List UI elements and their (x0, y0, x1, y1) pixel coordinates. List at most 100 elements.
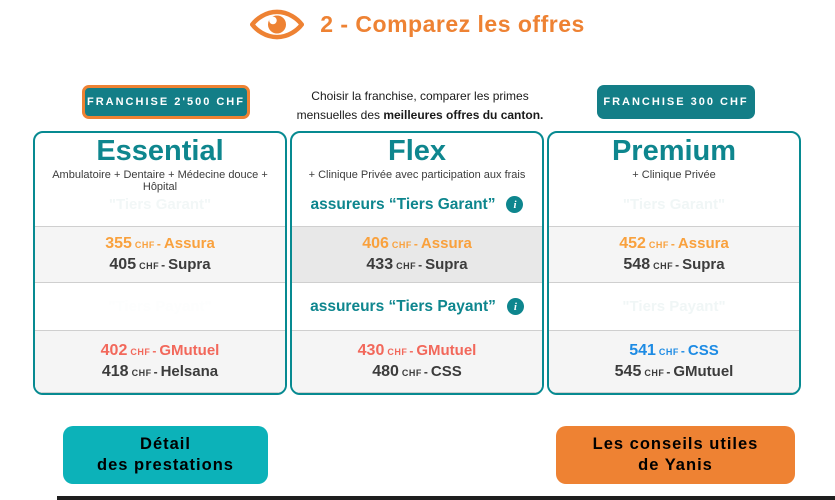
offer-separator: - (409, 343, 414, 358)
offer-separator: - (680, 343, 685, 358)
offer-line: 545 CHF - GMutuel (615, 362, 734, 383)
offer-insurer: Supra (168, 255, 211, 273)
conseils-button-line1: Les conseils utiles (592, 434, 759, 453)
offer-line: 452 CHF - Assura (619, 234, 729, 255)
offer-insurer: GMutuel (159, 341, 220, 359)
tiers-garant-offers: 355 CHF - Assura 405 CHF - Supra (35, 226, 285, 283)
plan-subtitle: + Clinique Privée (632, 169, 716, 181)
plan-cards: Essential Ambulatoire + Dentaire + Médec… (33, 131, 801, 395)
offer-price: 452 (619, 234, 646, 252)
offer-price: 406 (362, 234, 389, 252)
plan-subtitle: Ambulatoire + Dentaire + Médecine douce … (52, 169, 268, 193)
page-header: 2 - Comparez les offres (0, 8, 835, 41)
offer-price: 355 (105, 234, 132, 252)
offer-line: 548 CHF - Supra (623, 255, 724, 276)
offer-currency: CHF (653, 260, 674, 271)
tiers-payant-ghost-label: "Tiers Payant" (108, 298, 212, 315)
offer-separator: - (418, 257, 423, 272)
offer-price: 545 (614, 362, 642, 380)
offer-separator: - (153, 364, 158, 379)
offer-line: 405 CHF - Supra (109, 255, 210, 276)
plan-title: Flex (387, 135, 447, 167)
info-icon[interactable]: i (506, 196, 524, 213)
offer-price: 430 (357, 341, 385, 359)
offer-price: 405 (109, 255, 137, 273)
plan-subtitle: + Clinique Privée avec participation aux… (308, 169, 526, 181)
offer-currency: CHF (387, 346, 408, 357)
offer-currency: CHF (658, 346, 679, 357)
offer-price: 418 (101, 362, 129, 380)
tiers-payant-label: assureurs “Tiers Payant” (310, 297, 496, 315)
franchise-2500-button[interactable]: FRANCHISE 2'500 CHF (82, 85, 250, 119)
info-icon[interactable]: i (506, 298, 524, 315)
offer-insurer: CSS (687, 341, 719, 359)
offer-currency: CHF (401, 367, 422, 378)
offer-insurer: Helsana (160, 362, 219, 380)
offer-price: 541 (629, 341, 656, 359)
offer-separator: - (161, 257, 166, 272)
detail-button-line1: Détail (140, 434, 191, 453)
offer-insurer: Assura (677, 234, 729, 252)
offer-line: 406 CHF - Assura (362, 234, 472, 255)
plan-card-essential: Essential Ambulatoire + Dentaire + Médec… (33, 131, 287, 395)
offer-currency: CHF (396, 260, 417, 271)
tiers-payant-offers: 541 CHF - CSS 545 CHF - GMutuel (549, 330, 799, 393)
offer-separator: - (666, 364, 671, 379)
tiers-payant-ghost-label: "Tiers Payant" (622, 298, 726, 315)
tiers-payant-label-row: assureurs “Tiers Payant” i (292, 283, 542, 330)
tiers-garant-ghost-label: "Tiers Garant" (622, 196, 726, 213)
plan-title: Premium (611, 135, 737, 167)
offer-price: 433 (366, 255, 394, 273)
offer-currency: CHF (391, 239, 412, 250)
offer-separator: - (156, 236, 161, 251)
offer-separator: - (675, 257, 680, 272)
offer-line: 541 CHF - CSS (629, 341, 719, 362)
tiers-payant-offers: 402 CHF - GMutuel 418 CHF - Helsana (35, 330, 285, 393)
offer-currency: CHF (130, 346, 151, 357)
instruction-text: Choisir la franchise, comparer les prime… (283, 87, 557, 124)
offer-insurer: Assura (163, 234, 215, 252)
offer-currency: CHF (139, 260, 160, 271)
offer-line: 355 CHF - Assura (105, 234, 215, 255)
detail-prestations-button[interactable]: Détail des prestations (63, 426, 268, 484)
offer-separator: - (670, 236, 675, 251)
offer-line: 418 CHF - Helsana (102, 362, 218, 383)
offer-line: 480 CHF - CSS (372, 362, 462, 383)
conseils-yanis-button[interactable]: Les conseils utiles de Yanis (556, 426, 795, 484)
conseils-button-line2: de Yanis (638, 456, 713, 474)
offer-price: 402 (100, 341, 128, 359)
offer-separator: - (423, 364, 428, 379)
offer-currency: CHF (644, 367, 665, 378)
eye-icon (250, 8, 305, 41)
offer-line: 433 CHF - Supra (366, 255, 467, 276)
offer-line: 402 CHF - GMutuel (101, 341, 220, 362)
tiers-garant-offers: 452 CHF - Assura 548 CHF - Supra (549, 226, 799, 283)
tiers-garant-label-row: assureurs “Tiers Garant” i (292, 183, 542, 226)
tiers-garant-label: assureurs “Tiers Garant” (310, 195, 496, 213)
page-title: 2 - Comparez les offres (320, 11, 585, 37)
plan-card-flex: Flex + Clinique Privée avec participatio… (290, 131, 544, 395)
plan-title: Essential (96, 135, 224, 167)
offer-currency: CHF (134, 239, 155, 250)
tiers-garant-offers: 406 CHF - Assura 433 CHF - Supra (292, 226, 542, 283)
offer-insurer: GMutuel (673, 362, 734, 380)
offer-price: 548 (623, 255, 651, 273)
offer-currency: CHF (648, 239, 669, 250)
plan-card-premium: Premium + Clinique Privée "Tiers Garant"… (547, 131, 801, 395)
instruction-normal: Choisir la franchise, comparer les prime… (296, 89, 529, 122)
offer-insurer: CSS (430, 362, 462, 380)
offer-currency: CHF (131, 367, 152, 378)
offer-price: 480 (372, 362, 399, 380)
bottom-divider (57, 496, 835, 500)
offer-separator: - (152, 343, 157, 358)
offer-insurer: GMutuel (416, 341, 477, 359)
detail-button-line2: des prestations (97, 456, 234, 474)
offer-insurer: Supra (425, 255, 468, 273)
offer-separator: - (413, 236, 418, 251)
tiers-payant-offers: 430 CHF - GMutuel 480 CHF - CSS (292, 330, 542, 393)
franchise-300-button[interactable]: FRANCHISE 300 CHF (597, 85, 755, 119)
tiers-garant-ghost-label: "Tiers Garant" (108, 196, 212, 213)
instruction-bold: meilleures offres du canton. (383, 107, 544, 122)
offer-insurer: Assura (420, 234, 472, 252)
